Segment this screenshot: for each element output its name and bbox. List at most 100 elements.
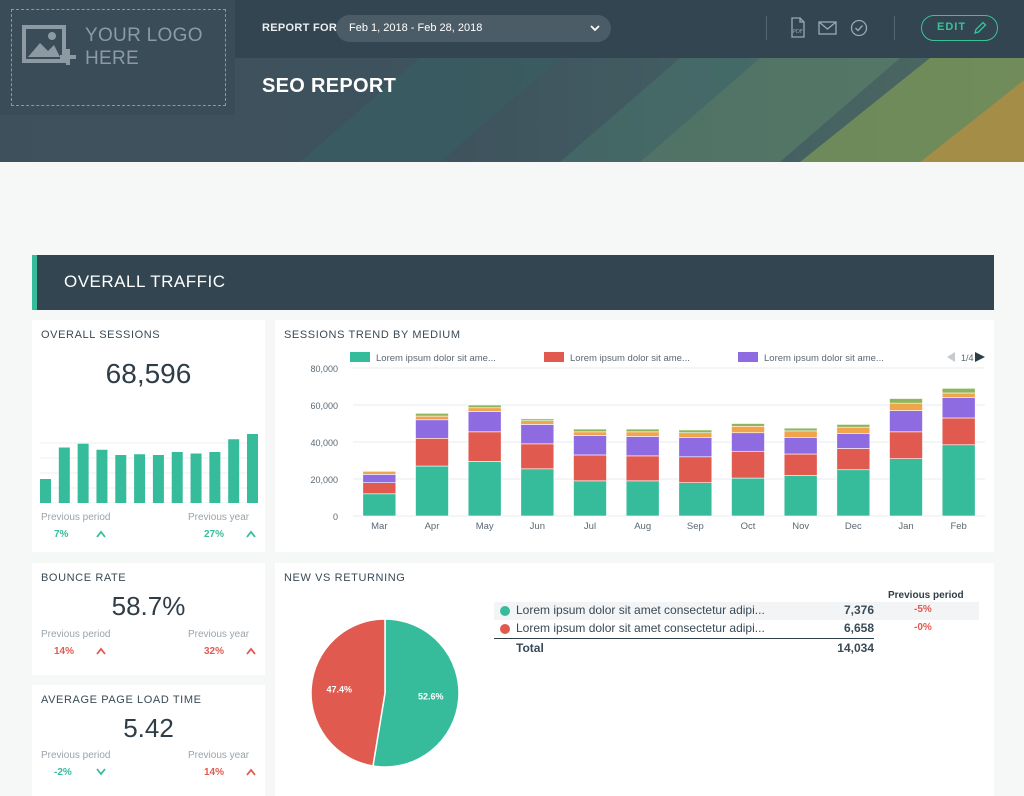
x-tick-label: Mar <box>371 521 387 532</box>
bar-segment[interactable] <box>467 431 502 462</box>
bar-segment[interactable] <box>520 443 555 470</box>
bar-segment[interactable] <box>678 456 713 484</box>
bar-segment[interactable] <box>731 425 765 434</box>
prev-year-value: 14% <box>204 767 225 778</box>
mini-bar <box>115 455 127 503</box>
bar-segment[interactable] <box>362 482 397 495</box>
legend-dot-returning <box>500 624 510 634</box>
bar-segment[interactable] <box>941 417 976 446</box>
bar-segment[interactable] <box>415 413 449 417</box>
bar-segment[interactable] <box>362 471 397 475</box>
pie-slice[interactable] <box>372 618 460 768</box>
prev-year-label: Previous year <box>188 629 250 640</box>
bar-segment[interactable] <box>573 428 607 433</box>
bar-segment[interactable] <box>836 424 871 428</box>
bar-segment[interactable] <box>467 411 502 433</box>
bar-segment[interactable] <box>520 424 555 445</box>
y-tick-label: 60,000 <box>310 401 338 411</box>
pdf-icon[interactable]: PDF <box>790 17 806 39</box>
overall-sessions-value: 68,596 <box>105 358 192 389</box>
bar-segment[interactable] <box>731 450 765 479</box>
bar-segment[interactable] <box>889 458 923 517</box>
x-tick-label: Jun <box>530 521 545 532</box>
bar-segment[interactable] <box>625 455 660 482</box>
legend-item[interactable]: Lorem ipsum dolor sit ame... <box>764 353 884 364</box>
bar-segment[interactable] <box>783 437 818 455</box>
bar-segment[interactable] <box>573 431 607 436</box>
mini-bar <box>228 439 240 503</box>
bar-segment[interactable] <box>467 461 502 517</box>
bar-segment[interactable] <box>783 427 818 432</box>
email-icon[interactable] <box>818 21 837 35</box>
bar-segment[interactable] <box>889 431 923 459</box>
section-title: OVERALL TRAFFIC <box>64 272 226 291</box>
bar-segment[interactable] <box>678 482 713 517</box>
toolbar-divider <box>766 16 767 40</box>
bar-segment[interactable] <box>836 448 871 471</box>
overall-sessions-mini-chart <box>40 434 258 503</box>
bar-segment[interactable] <box>941 397 976 419</box>
mini-bar <box>190 453 202 503</box>
bar-segment[interactable] <box>941 388 976 394</box>
logo-text-line1: YOUR LOGO <box>85 25 203 46</box>
table-row[interactable]: Lorem ipsum dolor sit amet consectetur a… <box>494 602 979 620</box>
bar-segment[interactable] <box>625 436 660 457</box>
bar-segment[interactable] <box>836 426 871 434</box>
legend-next-icon[interactable] <box>975 352 985 362</box>
mini-bar <box>247 434 258 503</box>
bar-segment[interactable] <box>625 428 660 433</box>
total-row: Total 14,034 <box>494 639 874 657</box>
bar-segment[interactable] <box>678 429 713 434</box>
chevron-up-icon <box>246 768 256 776</box>
mini-bar <box>77 443 89 503</box>
bar-segment[interactable] <box>467 404 502 409</box>
bar-segment[interactable] <box>573 435 607 456</box>
bar-segment[interactable] <box>941 392 976 398</box>
bar-segment[interactable] <box>520 420 555 425</box>
legend-item[interactable]: Lorem ipsum dolor sit ame... <box>376 353 496 364</box>
bar-segment[interactable] <box>415 415 449 421</box>
bar-segment[interactable] <box>889 402 923 411</box>
bar-segment[interactable] <box>678 432 713 438</box>
chevron-down-icon <box>590 25 600 32</box>
bar-segment[interactable] <box>836 469 871 517</box>
new-vs-returning-title: NEW VS RETURNING <box>284 572 406 584</box>
bar-segment[interactable] <box>625 431 660 437</box>
chevron-up-icon <box>96 647 106 655</box>
bar-segment[interactable] <box>415 465 449 517</box>
bar-segment[interactable] <box>889 398 923 404</box>
edit-button[interactable]: EDIT <box>921 15 998 41</box>
bar-segment[interactable] <box>731 477 765 517</box>
bar-segment[interactable] <box>467 407 502 412</box>
bar-segment[interactable] <box>625 480 660 517</box>
check-circle-icon[interactable] <box>850 19 868 37</box>
bar-segment[interactable] <box>415 438 449 467</box>
bar-segment[interactable] <box>731 432 765 452</box>
prev-year-label: Previous year <box>188 750 250 761</box>
bar-segment[interactable] <box>783 430 818 438</box>
bar-segment[interactable] <box>362 493 397 517</box>
y-tick-label: 40,000 <box>310 438 338 448</box>
bar-segment[interactable] <box>889 410 923 433</box>
bar-segment[interactable] <box>362 474 397 483</box>
bar-segment[interactable] <box>731 423 765 427</box>
prev-period-label: Previous period <box>41 629 111 640</box>
bar-segment[interactable] <box>520 418 555 422</box>
logo-placeholder[interactable]: YOUR LOGO HERE <box>0 0 235 115</box>
legend-item[interactable]: Lorem ipsum dolor sit ame... <box>570 353 690 364</box>
bar-segment[interactable] <box>362 470 397 472</box>
bar-segment[interactable] <box>520 468 555 517</box>
pie-slice[interactable] <box>310 618 386 767</box>
bar-segment[interactable] <box>678 437 713 458</box>
legend-prev-icon[interactable] <box>947 352 955 362</box>
bar-segment[interactable] <box>573 454 607 482</box>
bar-segment[interactable] <box>941 444 976 517</box>
table-row[interactable]: Lorem ipsum dolor sit amet consectetur a… <box>494 620 979 638</box>
new-vs-returning-pie: 52.6% 47.4% <box>310 618 460 768</box>
bar-segment[interactable] <box>836 433 871 449</box>
bar-segment[interactable] <box>783 475 818 517</box>
bar-segment[interactable] <box>415 419 449 439</box>
date-range-select[interactable]: Feb 1, 2018 - Feb 28, 2018 <box>336 15 611 42</box>
bar-segment[interactable] <box>573 480 607 517</box>
bar-segment[interactable] <box>783 453 818 476</box>
